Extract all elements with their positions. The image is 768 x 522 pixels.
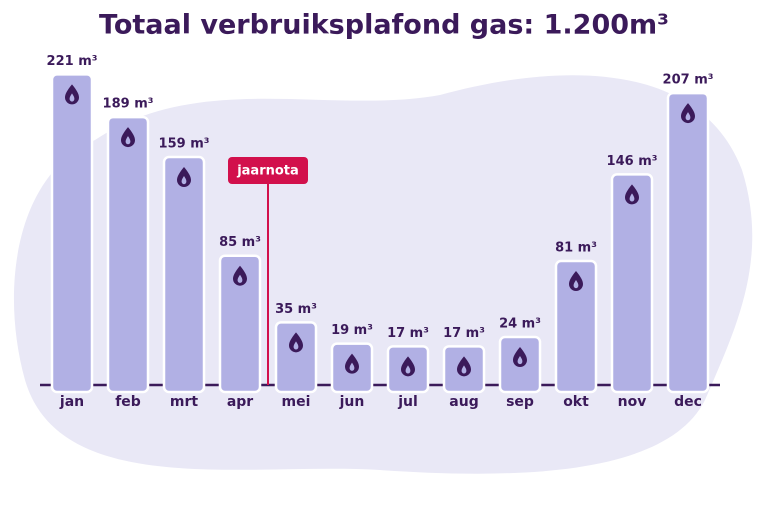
value-label: 85 m³ xyxy=(219,235,261,250)
x-tick-label: feb xyxy=(115,394,141,410)
value-label: 159 m³ xyxy=(159,137,210,152)
value-label: 24 m³ xyxy=(499,317,541,332)
annotation: jaarnota xyxy=(236,164,299,179)
flame-icon xyxy=(401,356,415,377)
x-tick-label: dec xyxy=(674,394,702,410)
bar xyxy=(162,155,206,394)
flame-icon xyxy=(121,127,135,148)
chart-title: Totaal verbruiksplafond gas: 1.200m³ xyxy=(99,10,669,41)
bar xyxy=(666,91,710,394)
bar xyxy=(330,342,374,394)
flame-icon xyxy=(345,353,359,374)
value-label: 207 m³ xyxy=(663,73,714,88)
value-label: 146 m³ xyxy=(607,154,658,169)
flame-icon xyxy=(233,265,247,286)
flame-icon xyxy=(513,347,527,368)
flame-icon xyxy=(569,271,583,292)
value-label: 17 m³ xyxy=(387,326,429,341)
x-tick-label: nov xyxy=(618,394,647,410)
x-tick-label: okt xyxy=(563,394,589,410)
annotation-box xyxy=(228,157,308,184)
flame-icon xyxy=(65,84,79,105)
value-label: 19 m³ xyxy=(331,323,373,338)
bar xyxy=(386,345,430,394)
x-tick-label: jun xyxy=(339,394,365,410)
x-tick-label: sep xyxy=(506,394,534,410)
x-tick-label: apr xyxy=(227,394,253,410)
value-label: 221 m³ xyxy=(47,54,98,69)
value-label: 35 m³ xyxy=(275,302,317,317)
value-label: 189 m³ xyxy=(103,97,154,112)
flame-icon xyxy=(681,103,695,124)
bar xyxy=(442,345,486,394)
bar xyxy=(610,173,654,394)
x-tick-label: aug xyxy=(449,394,478,410)
x-tick-label: jan xyxy=(59,394,84,410)
flame-icon xyxy=(457,356,471,377)
bar xyxy=(50,73,94,394)
flame-icon xyxy=(177,167,191,188)
x-tick-label: jul xyxy=(397,394,418,410)
value-label: 17 m³ xyxy=(443,326,485,341)
flame-icon xyxy=(289,332,303,353)
bar xyxy=(274,321,318,394)
bar xyxy=(554,259,598,394)
flame-icon xyxy=(625,184,639,205)
bar xyxy=(106,115,150,394)
bar xyxy=(218,254,262,394)
x-tick-label: mrt xyxy=(170,394,198,410)
x-tick-label: mei xyxy=(282,394,311,410)
value-label: 81 m³ xyxy=(555,241,597,256)
